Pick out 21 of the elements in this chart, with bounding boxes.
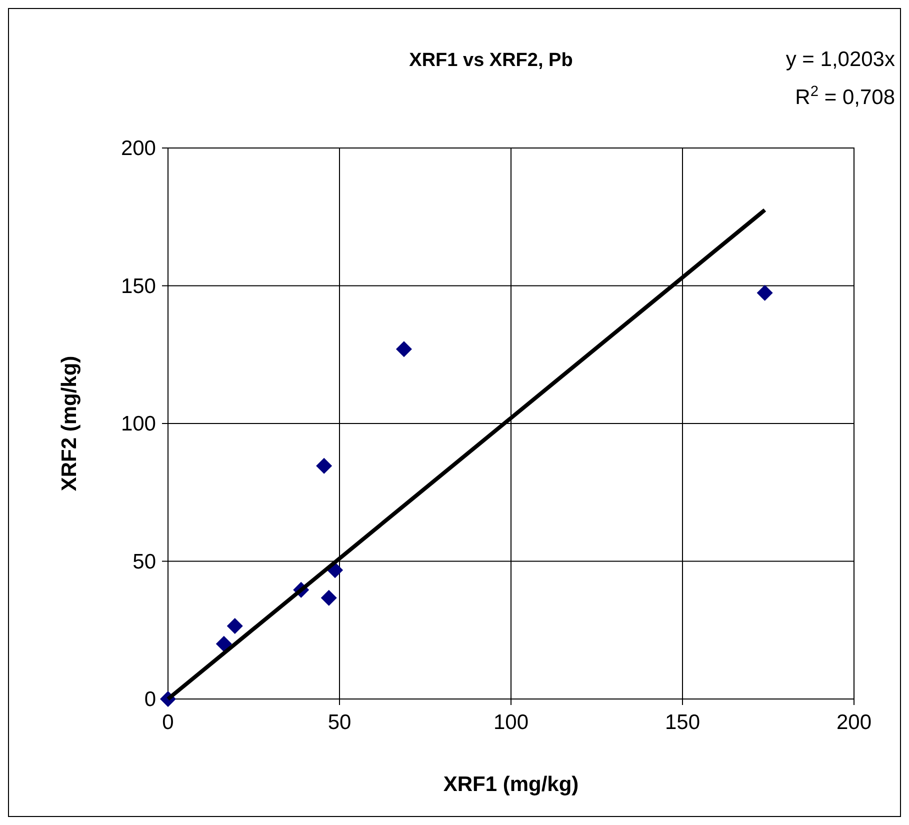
point: [226, 618, 243, 634]
chart-title: XRF1 vs XRF2, Pb: [409, 50, 573, 71]
y-tick-label: 200: [120, 137, 156, 160]
point: [756, 284, 773, 301]
x-tick-label: 200: [836, 711, 872, 734]
x-axis-title: XRF1 (mg/kg): [443, 773, 579, 796]
x-tick-label: 0: [162, 711, 174, 734]
y-tick-label: 0: [144, 688, 156, 711]
x-tick-label: 150: [664, 711, 700, 734]
text: y = 1,0203x: [786, 48, 896, 71]
point: [316, 458, 332, 474]
y-tick-label: 100: [120, 412, 156, 436]
x-tick-label: 100: [493, 711, 529, 734]
point: [320, 590, 337, 606]
y-tick-label: 50: [132, 550, 156, 574]
x-tick-label: 50: [328, 711, 352, 734]
point: [216, 636, 232, 652]
text: R$^{2}$ = 0,708: [795, 84, 895, 109]
y-axis-title: XRF2 (mg/kg): [58, 356, 81, 492]
y-tick-label: 150: [120, 274, 156, 298]
point: [396, 341, 412, 358]
